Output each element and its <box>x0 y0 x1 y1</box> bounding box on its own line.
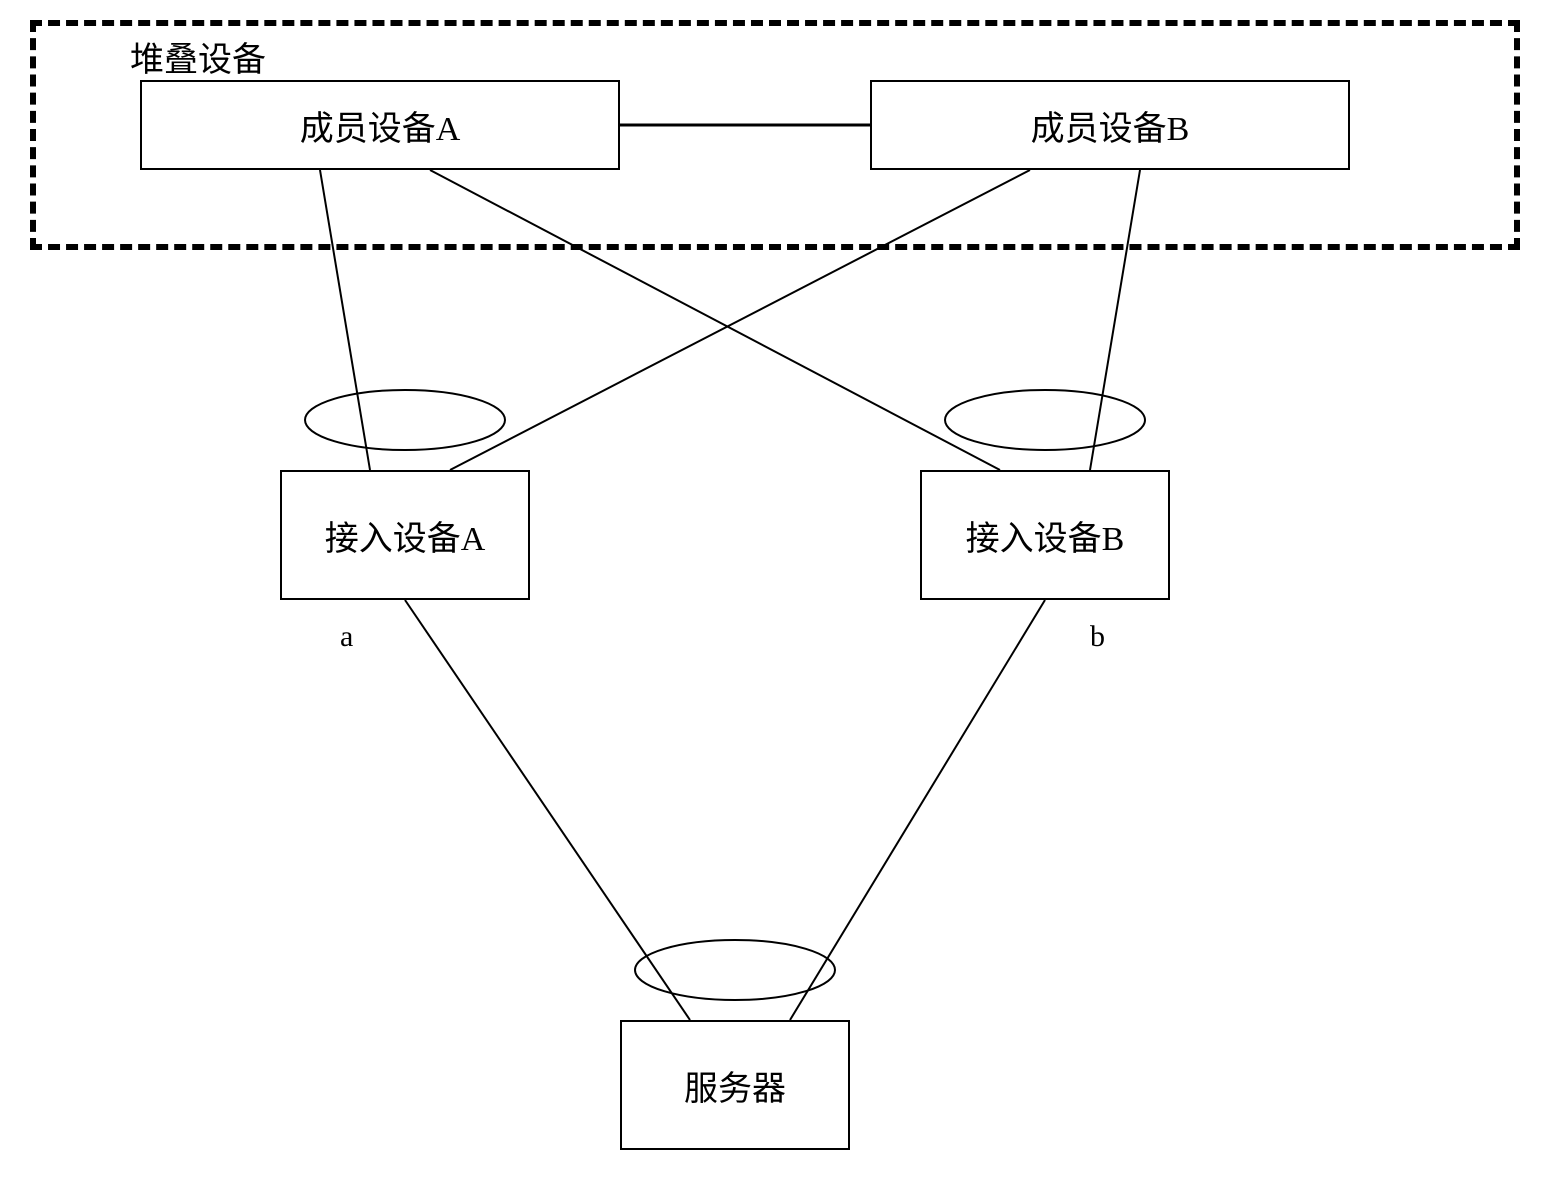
sub-label-a: a <box>340 620 353 654</box>
edge-access-b-to-server <box>790 600 1045 1020</box>
node-access-device-b: 接入设备B <box>920 470 1170 600</box>
node-server: 服务器 <box>620 1020 850 1150</box>
node-member-device-a-label: 成员设备A <box>300 101 461 150</box>
sub-label-b: b <box>1090 620 1105 654</box>
edge-access-a-to-server <box>405 600 690 1020</box>
aggregation-ring-server <box>635 940 835 1000</box>
node-member-device-b-label: 成员设备B <box>1031 101 1190 150</box>
stack-title-label: 堆叠设备 <box>130 32 266 81</box>
node-access-device-a-label: 接入设备A <box>325 511 486 560</box>
node-member-device-b: 成员设备B <box>870 80 1350 170</box>
network-diagram: 堆叠设备 成员设备A 成员设备B 接入设备A 接入设备B a b 服务器 <box>0 0 1552 1200</box>
aggregation-ring-access-a <box>305 390 505 450</box>
node-server-label: 服务器 <box>684 1061 786 1110</box>
node-access-device-a: 接入设备A <box>280 470 530 600</box>
node-member-device-a: 成员设备A <box>140 80 620 170</box>
aggregation-ring-access-b <box>945 390 1145 450</box>
node-access-device-b-label: 接入设备B <box>966 511 1125 560</box>
